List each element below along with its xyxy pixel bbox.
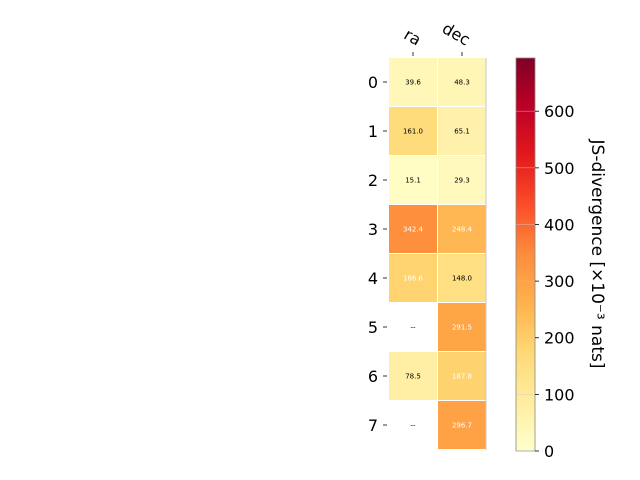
heatmap-cell — [389, 352, 437, 400]
cell-value-label: 48.3 — [454, 79, 470, 87]
x-tick-label: ra — [401, 25, 425, 50]
cell-value-label: 15.1 — [405, 177, 421, 185]
y-tick-label: 3 — [368, 220, 378, 239]
colorbar-tick-label: 300 — [544, 272, 575, 291]
heatmap-cell — [389, 205, 437, 253]
y-tick-label: 6 — [368, 367, 378, 386]
cell-value-label: 161.0 — [403, 128, 423, 136]
cell-value-label: 296.7 — [452, 422, 472, 430]
heatmap-cell — [438, 254, 486, 302]
cell-value-label: 186.6 — [403, 275, 424, 283]
heatmap-cell — [438, 401, 486, 449]
colorbar-tick-label: 600 — [544, 102, 575, 121]
cell-value-label: 39.6 — [405, 79, 421, 87]
heatmap-cell — [389, 156, 437, 204]
colorbar-label: JS-divergence [×10⁻³ nats] — [587, 139, 607, 369]
y-tick-label: 4 — [368, 269, 378, 288]
y-tick-label: 1 — [368, 122, 378, 141]
colorbar-tick-label: 0 — [544, 442, 554, 461]
cell-value-label: 291.5 — [452, 324, 472, 332]
heatmap-cell — [389, 254, 437, 302]
heatmap-cell — [438, 107, 486, 155]
colorbar-tick-label: 500 — [544, 159, 575, 178]
cell-value-label: 342.4 — [403, 226, 424, 234]
colorbar-tick-label: 400 — [544, 215, 575, 234]
colorbar-tick-label: 200 — [544, 329, 575, 348]
cell-value-label: 148.0 — [452, 275, 472, 283]
heatmap-cell — [438, 58, 486, 106]
y-axis: 0 1 2 3 4 5 6 7 — [368, 73, 387, 435]
cell-value-label: 248.4 — [452, 226, 473, 234]
heatmap-cell — [438, 156, 486, 204]
heatmap-cell — [438, 303, 486, 351]
cell-value-label: 29.3 — [454, 177, 470, 185]
cell-value-label: 78.5 — [405, 373, 421, 381]
missing-value-label: -- — [410, 422, 416, 430]
heatmap-cell — [389, 58, 437, 106]
heatmap-cells: 39.6 48.3 161.0 65.1 15.1 29.3 342.4 248.4 186.6… — [389, 58, 487, 450]
x-axis: ra dec — [401, 19, 474, 56]
cell-value-label: 187.8 — [452, 373, 472, 381]
heatmap-cell — [389, 107, 437, 155]
missing-value-label: -- — [410, 324, 416, 332]
heatmap-cell — [438, 352, 486, 400]
x-tick-label: dec — [439, 19, 473, 50]
colorbar: 0 100 200 300 400 500 600 JS-divergence [×10⁻³ … — [515, 57, 607, 461]
heatmap-cell — [438, 205, 486, 253]
y-tick-label: 0 — [368, 73, 378, 92]
y-tick-label: 2 — [368, 171, 378, 190]
y-tick-label: 5 — [368, 318, 378, 337]
colorbar-tick-label: 100 — [544, 385, 575, 404]
colorbar-gradient — [515, 57, 536, 452]
cell-value-label: 65.1 — [454, 128, 470, 136]
y-tick-label: 7 — [368, 416, 378, 435]
